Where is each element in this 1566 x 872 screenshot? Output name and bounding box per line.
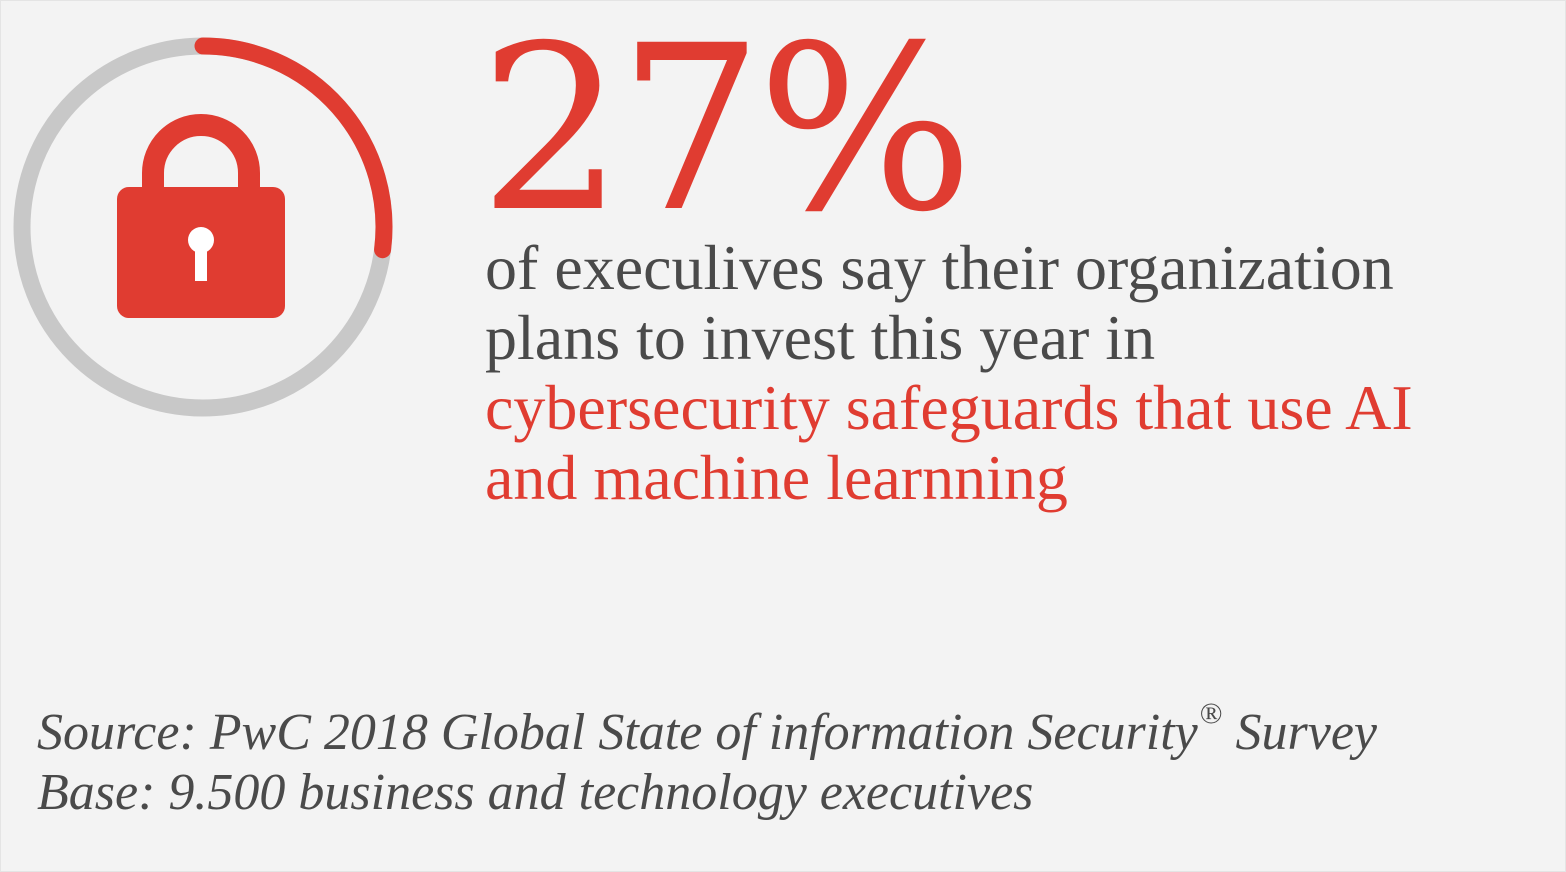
keyhole-icon (188, 227, 214, 253)
statement-highlight-line-2: and machine learnning (485, 442, 1068, 513)
keyhole-slot (195, 245, 207, 281)
registered-mark: ® (1199, 697, 1223, 730)
stat-percentage: 27% (479, 0, 974, 262)
statement-highlight-line-1: cybersecurity safeguards that use AI (485, 372, 1413, 443)
padlock-icon (117, 114, 285, 318)
statement-line-2: plans to invest this year in (485, 302, 1156, 373)
base-line: Base: 9.500 business and technology exec… (37, 764, 1034, 821)
padlock-shackle (142, 114, 260, 205)
source-line: Source: PwC 2018 Global State of informa… (37, 699, 1378, 763)
progress-ring-gauge (13, 37, 393, 417)
source-text: Source: PwC 2018 Global State of informa… (37, 704, 1198, 761)
statement-text: of execulives say their organization pla… (485, 233, 1545, 513)
gauge-progress-arc (194, 37, 393, 259)
statement-line-1: of execulives say their organization (485, 232, 1394, 303)
source-survey-text: Survey (1222, 704, 1378, 761)
source-notes: Source: PwC 2018 Global State of informa… (37, 699, 1378, 823)
